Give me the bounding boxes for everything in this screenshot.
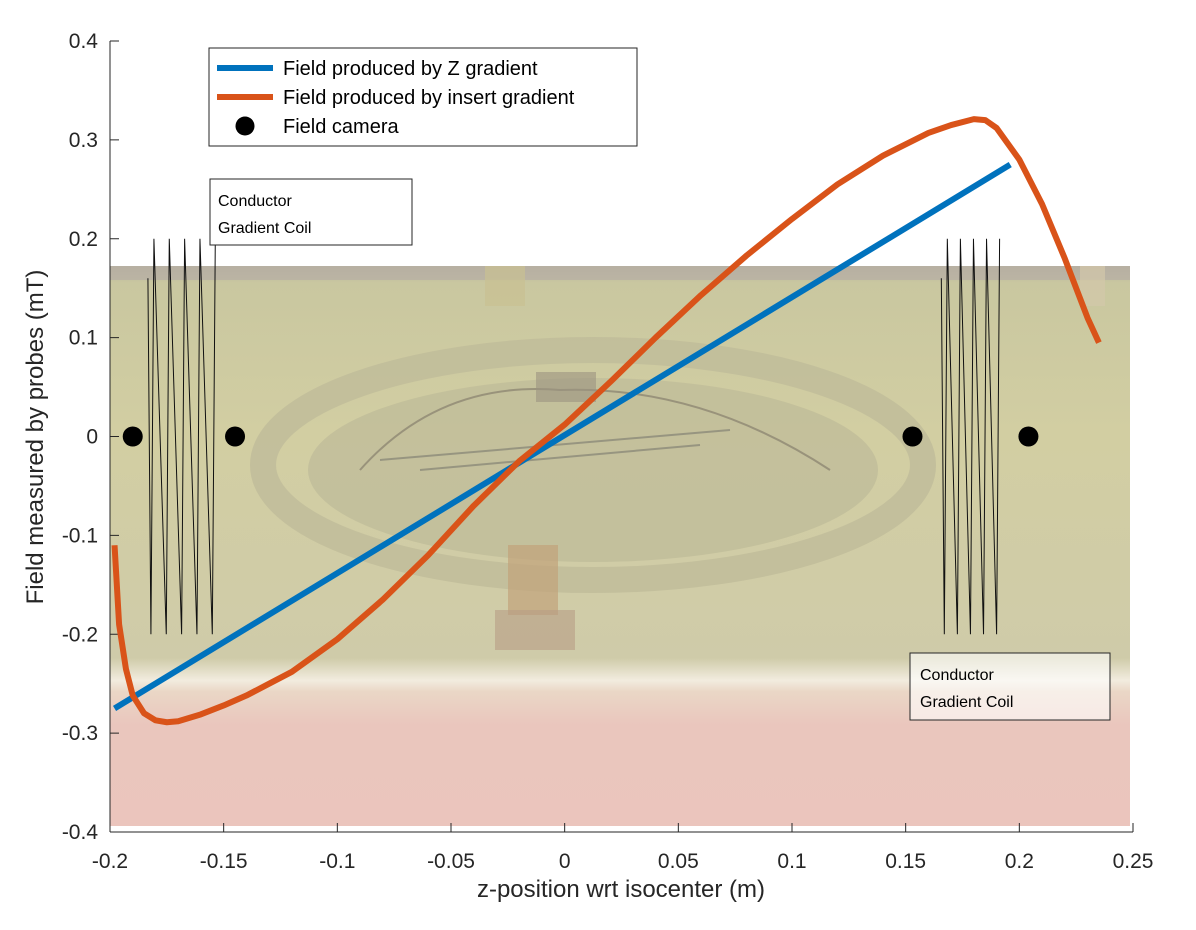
x-tick-label: 0: [559, 850, 571, 873]
series-line-z-gradient: [112, 162, 1012, 711]
x-tick-label: 0.05: [658, 850, 699, 873]
y-tick-label: -0.2: [62, 623, 98, 646]
x-tick-label: 0.25: [1113, 850, 1154, 873]
field-camera-point: [1018, 426, 1039, 447]
field-camera-point: [902, 426, 923, 447]
x-tick-label: 0.1: [777, 850, 806, 873]
x-tick-label: -0.15: [200, 850, 248, 873]
annotation-left: Conductor Gradient Coil: [209, 178, 413, 246]
field-camera-point: [122, 426, 143, 447]
plot-series: [111, 116, 1102, 726]
annotation-right-line1: Conductor: [920, 667, 994, 684]
annotation-right-line2: Gradient Coil: [920, 694, 1013, 711]
y-tick-label: -0.3: [62, 722, 98, 745]
y-tick-label: 0: [86, 426, 98, 449]
y-tick-label: -0.4: [62, 821, 99, 844]
legend: Field produced by Z gradient Field produ…: [208, 47, 638, 147]
y-axis-label: Field measured by probes (mT): [22, 270, 49, 605]
x-tick-label: -0.05: [427, 850, 475, 873]
legend-label-insert-gradient: Field produced by insert gradient: [283, 87, 575, 109]
legend-label-field-camera: Field camera: [283, 116, 399, 138]
annotation-left-line1: Conductor: [218, 193, 292, 210]
annotation-left-line2: Gradient Coil: [218, 220, 311, 237]
x-tick-label: 0.15: [885, 850, 926, 873]
y-tick-label: 0.3: [69, 129, 98, 152]
annotation-right: Conductor Gradient Coil: [909, 652, 1111, 721]
x-tick-label: -0.1: [319, 850, 355, 873]
legend-label-z-gradient: Field produced by Z gradient: [283, 58, 538, 80]
x-tick-label: -0.2: [92, 850, 128, 873]
coil-left-wire: [147, 238, 216, 635]
x-axis-label: z-position wrt isocenter (m): [477, 876, 765, 903]
background-photo: [110, 266, 1130, 826]
y-tick-label: 0.1: [69, 327, 98, 350]
y-tick-label: -0.1: [62, 524, 98, 547]
y-tick-label: 0.4: [69, 30, 99, 53]
y-ticks: -0.4 -0.3 -0.2 -0.1 0 0.1 0.2 0.3 0.4: [62, 30, 119, 844]
legend-marker-field-camera: [235, 116, 255, 136]
field-camera-point: [225, 426, 246, 447]
y-tick-label: 0.2: [69, 228, 98, 251]
series-line-insert-gradient: [111, 116, 1102, 726]
x-tick-label: 0.2: [1005, 850, 1034, 873]
coil-right-wire: [940, 238, 1001, 635]
axes: -0.2 -0.15 -0.1 -0.05 0 0.05 0.1 0.15 0.2 0.25 -0…: [62, 30, 1154, 873]
gradient-coils: [147, 238, 1001, 635]
x-ticks: -0.2 -0.15 -0.1 -0.05 0 0.05 0.1 0.15 0.2 0.25: [92, 823, 1154, 873]
